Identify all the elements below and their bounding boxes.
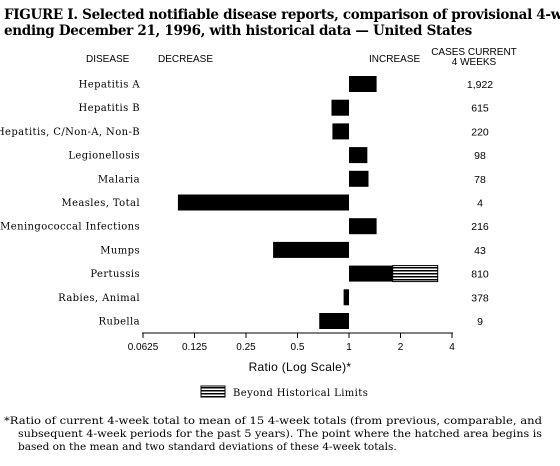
header-disease: DISEASE: [86, 54, 130, 65]
header-increase: INCREASE: [369, 54, 420, 65]
legend-swatch: [200, 385, 226, 398]
case-count: 220: [471, 126, 489, 138]
category-label: Measles, Total: [61, 198, 140, 209]
case-count: 43: [474, 245, 486, 257]
bars: [177, 76, 439, 329]
category-label: Rubella: [99, 317, 140, 328]
header-decrease: DECREASE: [158, 54, 213, 65]
bar: [331, 99, 349, 116]
bar: [349, 218, 377, 235]
x-tick-label: 0.0625: [128, 342, 159, 353]
case-count: 1,922: [467, 79, 493, 91]
category-label: Hepatitis, C/Non-A, Non-B: [0, 127, 140, 138]
footnote-line-1: *Ratio of current 4-week total to mean o…: [4, 415, 542, 427]
case-count: 378: [471, 292, 489, 304]
category-label: Meningococcal Infections: [0, 222, 140, 233]
category-label: Malaria: [98, 174, 140, 185]
x-tick-label: 2: [398, 342, 404, 353]
case-count: 810: [471, 269, 489, 281]
category-label: Pertussis: [90, 269, 140, 280]
bar: [349, 76, 377, 92]
header-cases-line-2: 4 WEEKS: [452, 57, 497, 68]
category-label: Mumps: [100, 245, 140, 256]
x-axis-label: Ratio (Log Scale)*: [249, 360, 352, 374]
x-tick-label: 0.25: [236, 342, 256, 353]
case-count: 78: [474, 174, 486, 186]
bar: [273, 241, 349, 258]
x-tick-label: 1: [346, 342, 352, 353]
x-tick-label: 0.125: [182, 342, 207, 353]
case-count: 9: [477, 316, 483, 328]
bar: [319, 313, 349, 329]
case-values: 1,922 615 220 98 78 4 216 43 810 378 9: [467, 79, 493, 328]
case-count: 98: [474, 150, 486, 162]
bar: [349, 147, 368, 164]
chart-title-line-2: ending December 21, 1996, with historica…: [4, 23, 473, 39]
category-labels: Hepatitis A Hepatitis B Hepatitis, C/Non-A…: [0, 80, 140, 328]
bar-beyond-historical-limits: [392, 265, 439, 283]
bar: [349, 265, 393, 282]
footnote-line-3: based on the mean and two standard devia…: [18, 441, 397, 453]
category-label: Legionellosis: [68, 151, 140, 162]
bar: [332, 123, 349, 140]
category-label: Hepatitis A: [79, 80, 141, 91]
category-label: Rabies, Animal: [58, 293, 140, 304]
category-label: Hepatitis B: [79, 103, 141, 114]
bar: [349, 170, 369, 187]
x-axis-ticks: 0.0625 0.125 0.25 0.5 1 2 4: [128, 333, 455, 353]
header-cases-line-1: CASES CURRENT: [431, 47, 517, 58]
x-tick-label: 4: [449, 342, 455, 353]
bar: [343, 289, 349, 306]
legend-label: Beyond Historical Limits: [233, 388, 368, 399]
case-count: 615: [471, 103, 489, 115]
footnote-line-2: subsequent 4-week periods for the past 5…: [18, 428, 542, 440]
case-count: 4: [477, 198, 483, 210]
chart-title-line-1: FIGURE I. Selected notifiable disease re…: [4, 7, 560, 23]
case-count: 216: [471, 221, 489, 233]
bar: [177, 194, 349, 211]
x-tick-label: 0.5: [291, 342, 305, 353]
